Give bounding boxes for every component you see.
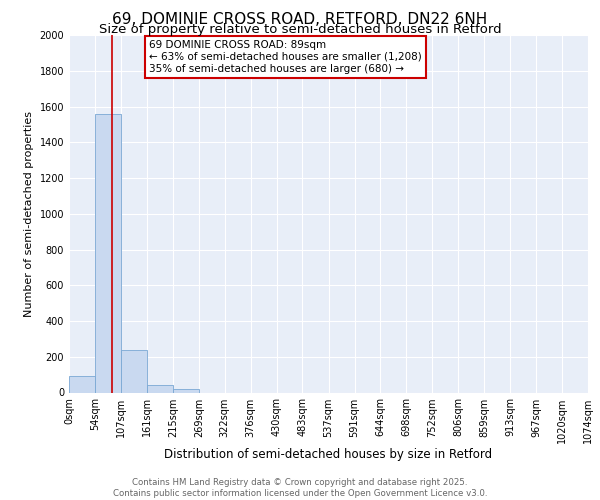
Bar — [69, 376, 95, 392]
Text: 69, DOMINIE CROSS ROAD, RETFORD, DN22 6NH: 69, DOMINIE CROSS ROAD, RETFORD, DN22 6N… — [112, 12, 488, 26]
Y-axis label: Number of semi-detached properties: Number of semi-detached properties — [24, 111, 34, 317]
Bar — [95, 114, 121, 392]
Bar — [173, 389, 199, 392]
Text: Size of property relative to semi-detached houses in Retford: Size of property relative to semi-detach… — [98, 22, 502, 36]
Bar — [147, 386, 173, 392]
Text: 69 DOMINIE CROSS ROAD: 89sqm
← 63% of semi-detached houses are smaller (1,208)
3: 69 DOMINIE CROSS ROAD: 89sqm ← 63% of se… — [149, 40, 422, 74]
Bar — [121, 350, 147, 393]
Text: Contains HM Land Registry data © Crown copyright and database right 2025.
Contai: Contains HM Land Registry data © Crown c… — [113, 478, 487, 498]
X-axis label: Distribution of semi-detached houses by size in Retford: Distribution of semi-detached houses by … — [164, 448, 493, 462]
